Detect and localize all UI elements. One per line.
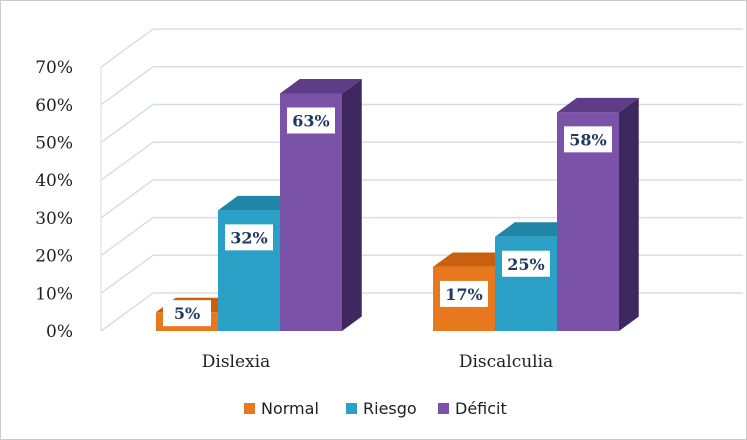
data-label: 17%: [445, 285, 482, 304]
y-tick-label: 0%: [46, 322, 73, 342]
bar-side-déficit: [342, 79, 362, 331]
y-tick-label: 70%: [35, 58, 73, 78]
legend-label: Riesgo: [363, 399, 417, 418]
y-tick-label: 30%: [35, 209, 73, 229]
data-label-box: [502, 250, 550, 277]
bar-top-riesgo: [218, 195, 300, 211]
y-tick-label: 20%: [35, 247, 73, 267]
y-tick-label: 10%: [35, 284, 73, 304]
data-label-box: [564, 126, 612, 153]
data-label-box: [440, 280, 488, 307]
y-tick-label: 40%: [35, 171, 73, 191]
bar-top-déficit: [557, 97, 639, 113]
gridline-depth: [100, 141, 154, 181]
legend-swatch-déficit: [438, 403, 449, 414]
legend-label: Normal: [261, 399, 319, 418]
data-label: 25%: [507, 255, 544, 274]
data-label-box: [287, 107, 335, 134]
bar-top-normal: [433, 252, 515, 267]
legend-swatch-normal: [244, 403, 255, 414]
gridline-depth: [100, 66, 154, 106]
legend-label: Déficit: [455, 399, 507, 418]
y-tick-label: 60%: [35, 96, 73, 116]
bar-top-riesgo: [495, 222, 577, 237]
category-label: Discalculia: [459, 352, 553, 372]
gridline-depth: [100, 254, 154, 294]
legend-swatch-riesgo: [346, 403, 357, 414]
data-label-box: [225, 224, 273, 251]
gridline-depth: [100, 216, 154, 257]
bar-top-déficit: [280, 79, 362, 94]
data-label: 32%: [230, 228, 267, 247]
data-label: 58%: [569, 130, 606, 149]
y-tick-label: 50%: [35, 134, 73, 154]
data-label: 63%: [292, 111, 329, 130]
gridline-depth: [100, 103, 154, 144]
data-label: 5%: [174, 304, 200, 323]
gridline-depth: [100, 179, 154, 219]
bar-side-déficit: [619, 97, 639, 332]
gridline-depth: [100, 292, 154, 332]
data-label-box: [163, 300, 211, 327]
gridline-depth: [100, 28, 154, 68]
category-label: Dislexia: [202, 352, 270, 372]
